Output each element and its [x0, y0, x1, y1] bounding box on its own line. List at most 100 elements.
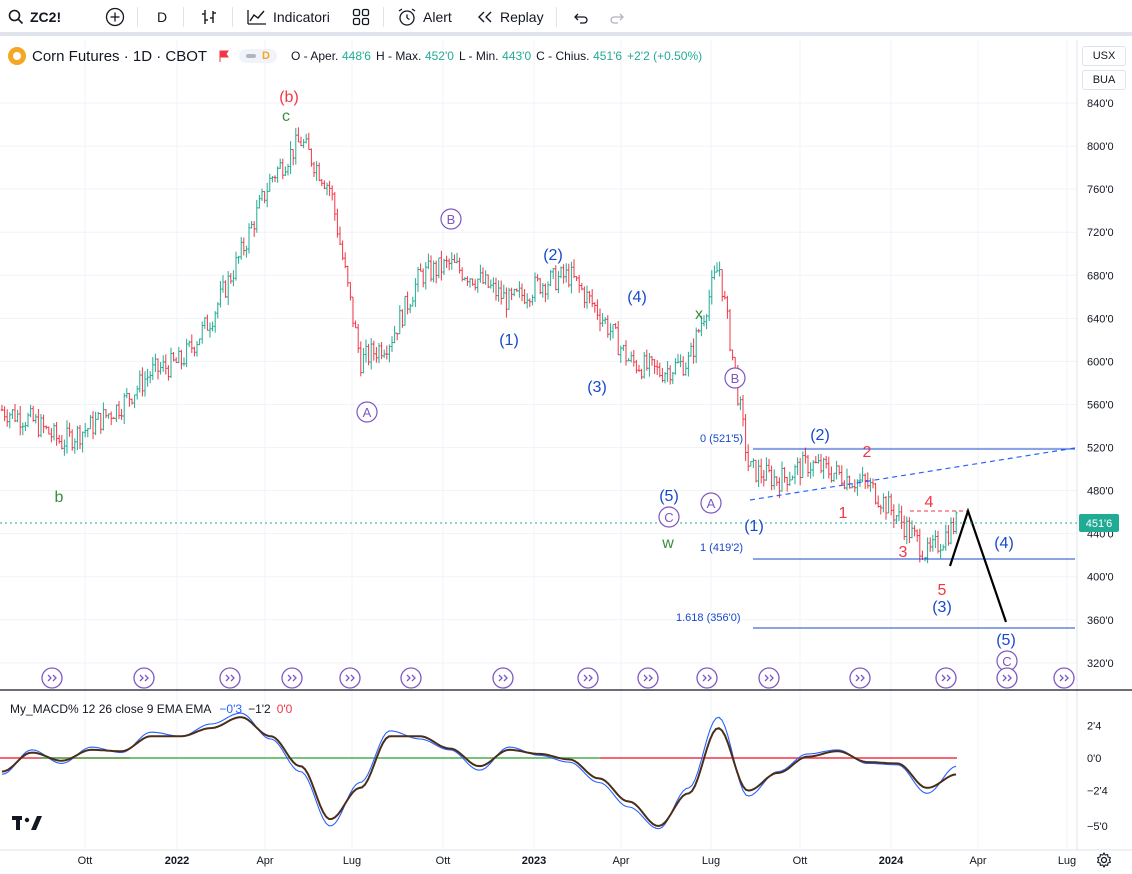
wave-label[interactable]: c	[282, 108, 290, 125]
indicators-button[interactable]: Indicatori	[247, 0, 330, 34]
wave-label[interactable]: (4)	[994, 535, 1014, 552]
ohlc-bar	[661, 367, 664, 383]
tradingview-logo[interactable]	[12, 814, 44, 837]
settings-gear-icon[interactable]	[1096, 851, 1112, 873]
wave-label[interactable]: 3	[899, 544, 908, 561]
ohlc-bar	[871, 478, 875, 489]
ohlc-bar	[81, 431, 84, 453]
ohlc-bar	[96, 411, 100, 420]
ohlc-bar	[372, 340, 376, 361]
interval-button[interactable]: D	[157, 0, 167, 34]
layout-button[interactable]	[352, 0, 370, 34]
event-marker-icon[interactable]	[849, 667, 871, 689]
event-marker-icon[interactable]	[219, 667, 241, 689]
event-marker-icon[interactable]	[1053, 667, 1075, 689]
wave-label[interactable]: A	[356, 401, 378, 423]
symbol-search-button[interactable]: ZC2!	[8, 0, 61, 34]
event-marker-icon[interactable]	[41, 667, 63, 689]
time-tick-label: Ott	[436, 855, 451, 867]
wave-label[interactable]: (1)	[744, 518, 764, 535]
macd-axis: 2'4 0'0 −2'4 −5'0	[1087, 720, 1108, 833]
wave-label[interactable]: (2)	[810, 427, 830, 444]
event-marker-icon[interactable]	[492, 667, 514, 689]
ohlc-bar	[138, 370, 142, 393]
macd-title[interactable]: My_MACD% 12 26 close 9 EMA EMA	[10, 702, 212, 716]
elliott-wave-labels[interactable]: (b)cbBA(1)(2)(3)(4)x(5)CwAB(1)(2)21435(3…	[55, 89, 1018, 672]
svg-text:(b): (b)	[279, 89, 299, 106]
event-marker-icon[interactable]	[758, 667, 780, 689]
alert-button[interactable]: Alert	[397, 0, 452, 34]
wave-label[interactable]: (b)	[279, 89, 299, 106]
ohlc-bar	[341, 240, 344, 261]
redo-button[interactable]	[609, 0, 627, 34]
wave-label[interactable]: C	[658, 506, 680, 528]
wave-label[interactable]: B	[724, 367, 746, 389]
chart-type-button[interactable]	[200, 0, 218, 34]
legend-title[interactable]: Corn Futures · 1D · CBOT	[32, 47, 208, 65]
data-status-pill[interactable]: D	[239, 49, 277, 63]
svg-text:(5): (5)	[996, 632, 1016, 649]
ohlc-bar	[705, 313, 708, 330]
event-marker-icon[interactable]	[696, 667, 718, 689]
ohlc-bar	[37, 408, 40, 438]
wave-label[interactable]: x	[695, 306, 703, 323]
flag-icon[interactable]	[217, 49, 231, 63]
ohlc-bar	[577, 275, 581, 293]
ohlc-bar	[393, 325, 396, 344]
projection-path[interactable]	[948, 507, 1008, 623]
wave-label[interactable]: (1)	[499, 332, 519, 349]
time-tick-label: 2023	[522, 855, 546, 867]
event-marker-icon[interactable]	[281, 667, 303, 689]
event-marker-icon[interactable]	[577, 667, 599, 689]
ohlc-bar	[234, 251, 238, 281]
event-marker-icon[interactable]	[400, 667, 422, 689]
ohlc-bar	[739, 396, 742, 411]
ohlc-bar	[458, 257, 461, 274]
ohlc-bar	[271, 175, 274, 183]
wave-label[interactable]: 1	[839, 505, 848, 522]
undo-button[interactable]	[571, 0, 589, 34]
wave-label[interactable]: (3)	[932, 599, 952, 616]
ohlc-bar	[112, 416, 116, 420]
compare-symbol-button[interactable]	[105, 0, 125, 34]
ohlc-bar	[141, 367, 144, 397]
event-marker-icon[interactable]	[133, 667, 155, 689]
indicators-label: Indicatori	[273, 9, 330, 25]
replay-button[interactable]: Replay	[476, 0, 544, 34]
currency-button[interactable]: USX	[1082, 46, 1126, 66]
event-marker-icon[interactable]	[996, 667, 1018, 689]
projection-drawings[interactable]	[0, 447, 1077, 623]
ohlc-bar	[817, 454, 820, 464]
event-marker-icon[interactable]	[637, 667, 659, 689]
wave-label[interactable]: (5)	[659, 488, 679, 505]
wave-label[interactable]: b	[55, 489, 64, 506]
price-axis[interactable]: 840'0 800'0 760'0 720'0 680'0 640'0 600'0 560'0…	[1087, 98, 1114, 670]
ohlc-bar	[143, 371, 147, 397]
ohlc-bar	[476, 278, 480, 293]
wave-label[interactable]: 2	[863, 444, 872, 461]
dashed-trendline[interactable]	[749, 447, 1076, 501]
ohlc-bar	[307, 132, 311, 150]
wave-label[interactable]: (3)	[587, 379, 607, 396]
wave-label[interactable]: (4)	[627, 289, 647, 306]
fibonacci-levels[interactable]: 0 (521'5) 1 (419'2) 1.618 (356'0)	[676, 433, 1075, 629]
wave-label[interactable]: w	[661, 535, 674, 552]
event-markers[interactable]	[41, 667, 1075, 689]
unit-button[interactable]: BUA	[1082, 70, 1126, 90]
event-marker-icon[interactable]	[339, 667, 361, 689]
ohlc-bar	[364, 339, 368, 363]
wave-label[interactable]: (2)	[543, 247, 563, 264]
event-marker-icon[interactable]	[935, 667, 957, 689]
wave-label[interactable]: B	[440, 208, 462, 230]
wave-label[interactable]: A	[700, 492, 722, 514]
wave-label[interactable]: 4	[925, 494, 934, 511]
ohlc-bar	[445, 255, 448, 268]
time-axis[interactable]: Ott 2022 Apr Lug Ott 2023 Apr Lug Ott 2024 Apr Lug	[78, 855, 1077, 867]
ohlc-bar	[515, 288, 519, 292]
ohlc-bar	[679, 354, 682, 368]
ohlc-bar	[645, 349, 649, 371]
wave-label[interactable]: 5	[938, 582, 947, 599]
ohlc-bar	[442, 258, 446, 275]
wave-label[interactable]: (5)	[996, 632, 1016, 649]
